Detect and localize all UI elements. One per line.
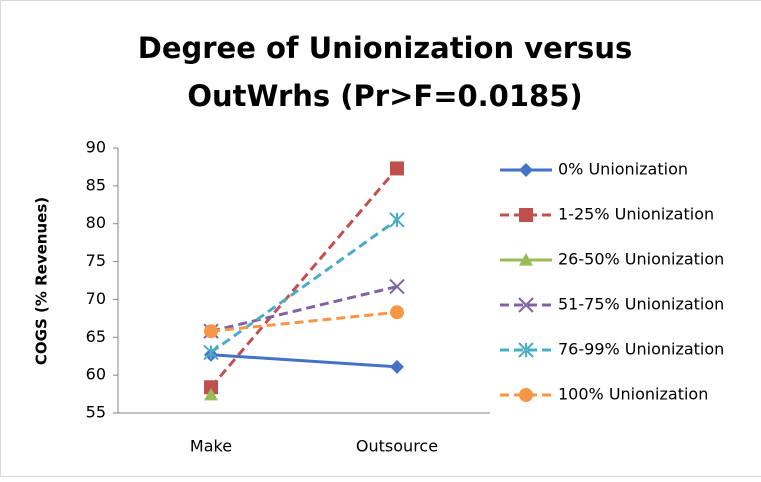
legend-marker-part [519, 388, 533, 402]
y-tick-label: 60 [86, 365, 106, 384]
legend-marker [519, 388, 533, 402]
y-axis-label: COGS (% Revenues) [33, 197, 51, 365]
legend-label: 51-75% Unionization [558, 295, 724, 314]
x-tick-label: Make [190, 437, 232, 456]
legend-marker [519, 208, 533, 222]
y-tick-label: 75 [86, 251, 106, 270]
legend-label: 26-50% Unionization [558, 250, 724, 269]
legend-label: 1-25% Unionization [558, 205, 714, 224]
y-tick-label: 90 [86, 138, 106, 157]
y-tick-label: 65 [86, 327, 106, 346]
data-point [204, 324, 218, 338]
legend-label: 76-99% Unionization [558, 340, 724, 359]
y-tick-label: 80 [86, 213, 106, 232]
legend-label: 0% Unionization [558, 160, 688, 179]
legend-label: 100% Unionization [558, 385, 708, 404]
y-tick-label: 70 [86, 289, 106, 308]
y-tick-label: 55 [86, 403, 106, 422]
data-point-part [390, 161, 404, 175]
legend-marker-part [519, 208, 533, 222]
chart-title: OutWrhs (Pr>F=0.0185) [187, 79, 582, 113]
data-point [390, 161, 404, 175]
data-point [390, 305, 404, 319]
y-tick-label: 85 [86, 175, 106, 194]
chart-title: Degree of Unionization versus [138, 31, 632, 65]
data-point-part [204, 324, 218, 338]
x-tick-label: Outsource [356, 437, 438, 456]
data-point-part [390, 305, 404, 319]
